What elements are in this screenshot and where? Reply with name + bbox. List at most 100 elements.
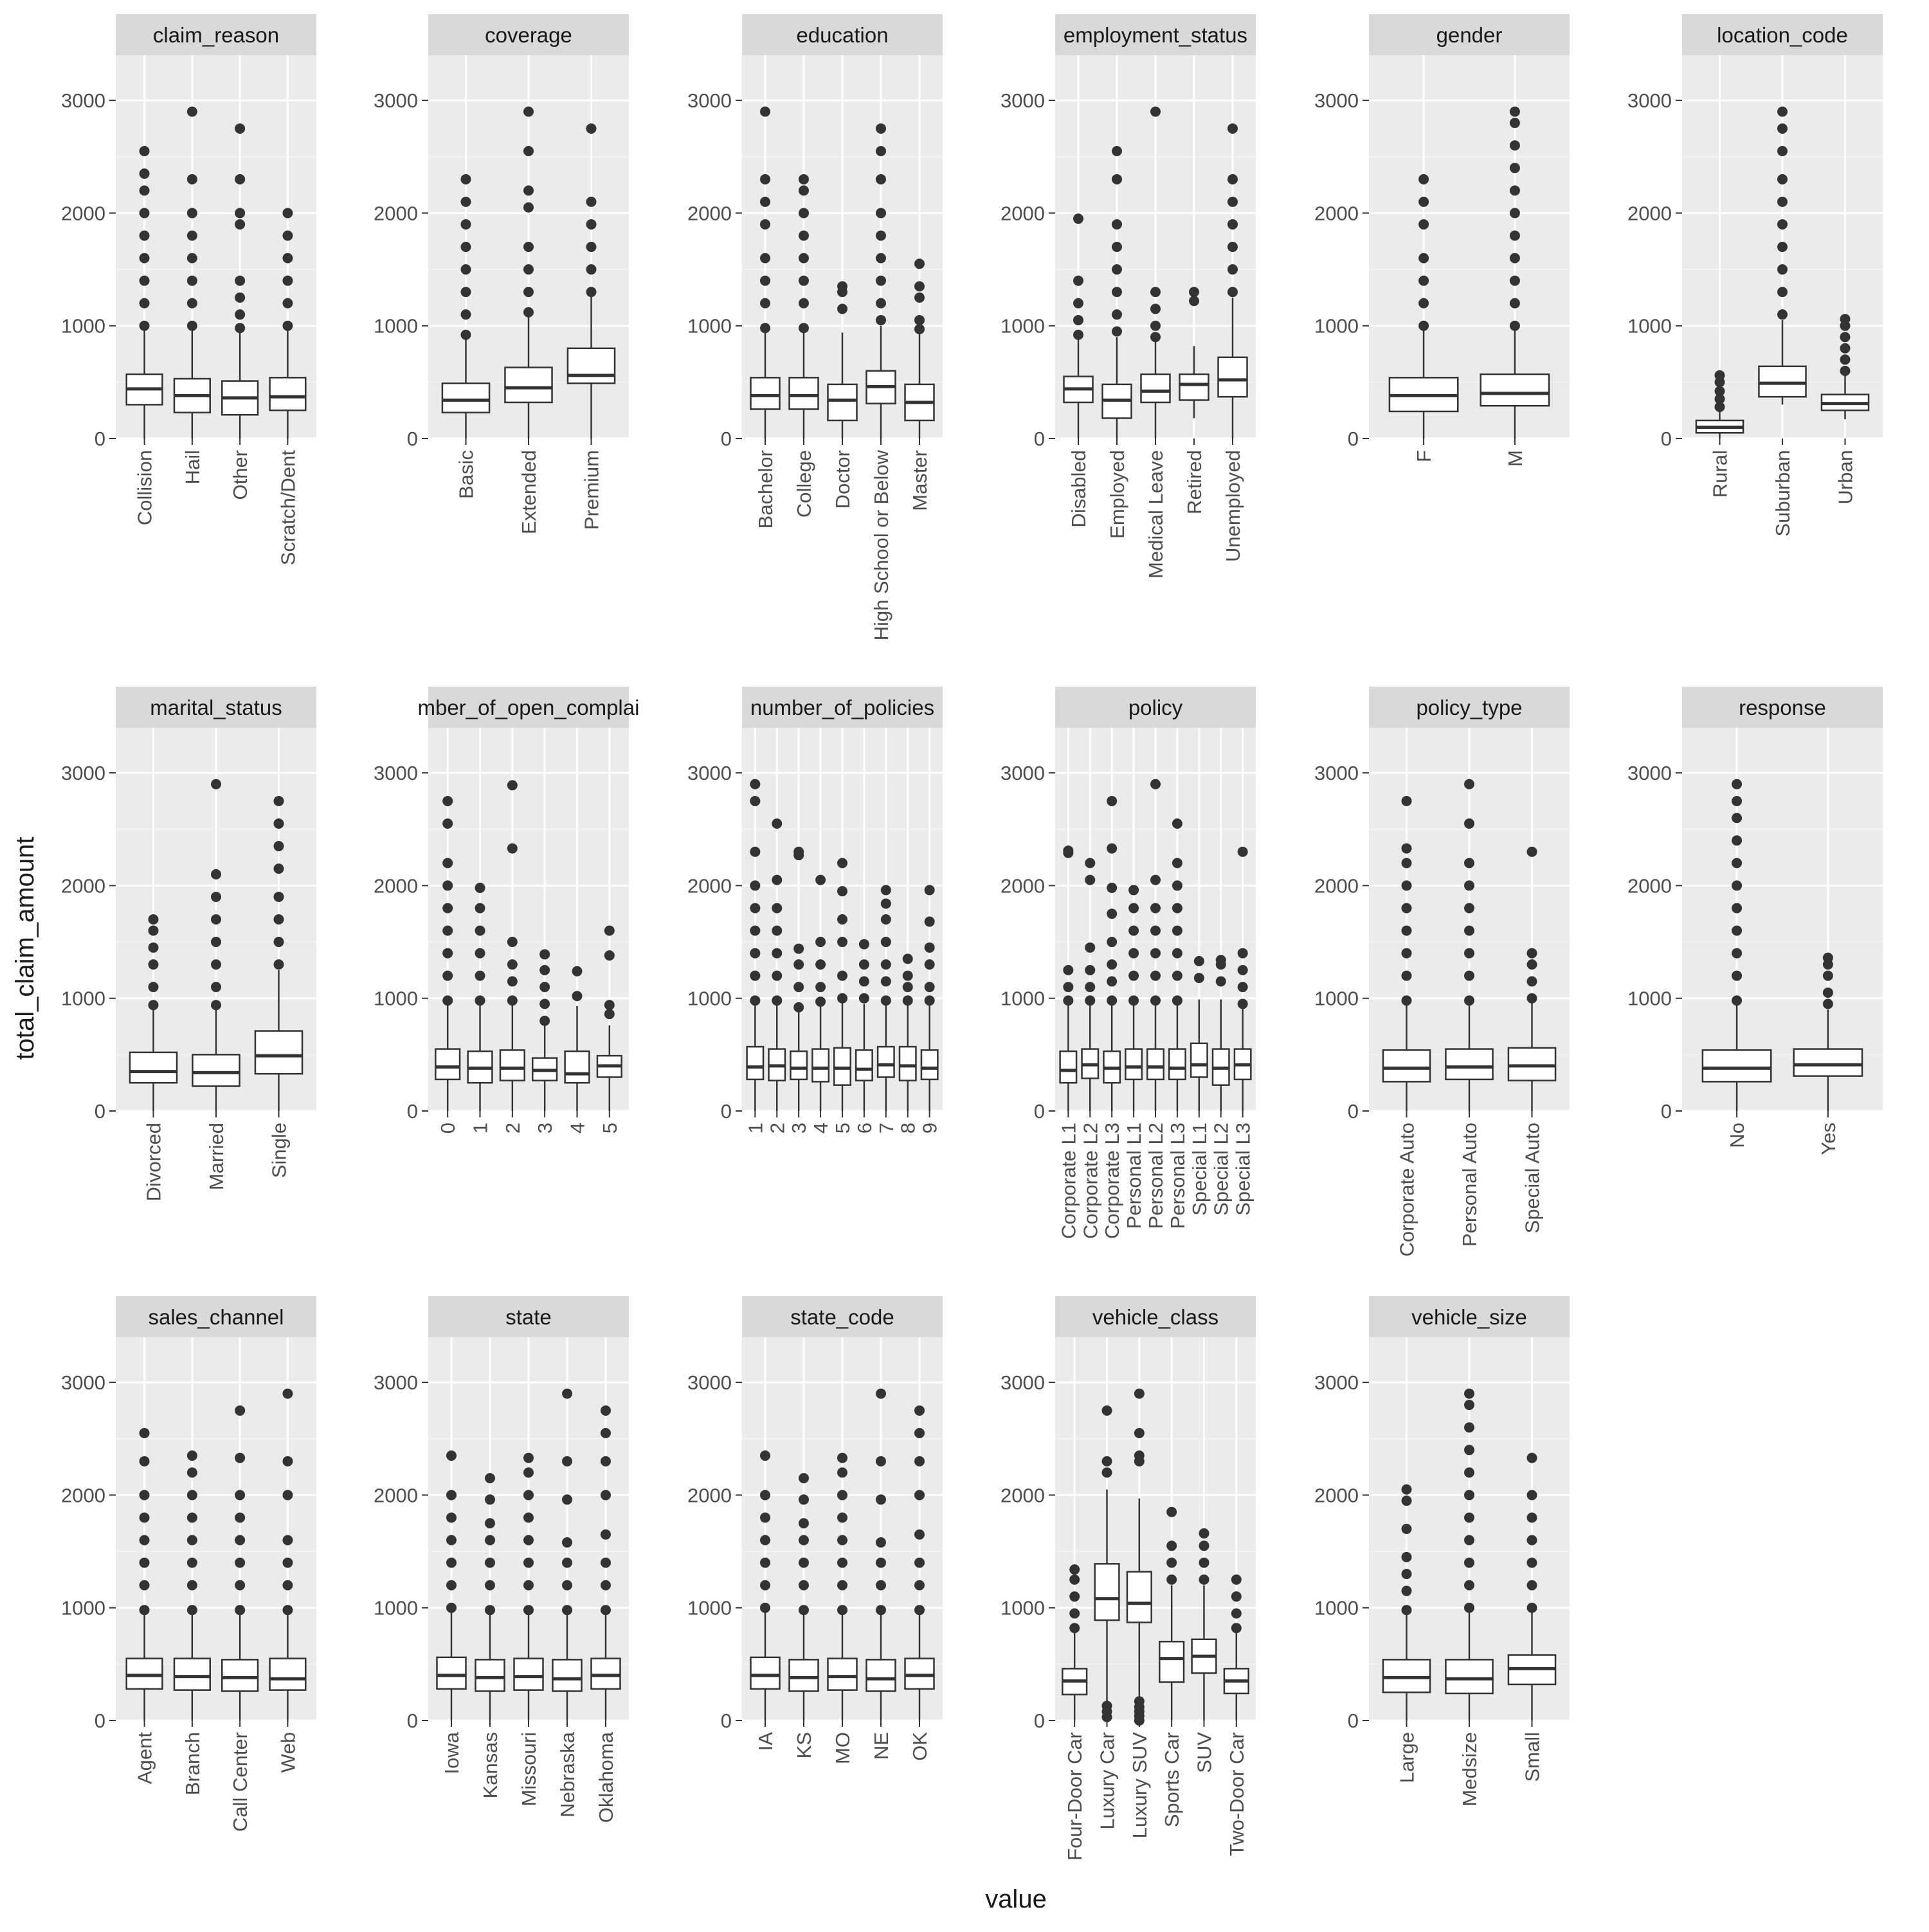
outlier-point	[139, 168, 150, 179]
facet-strip	[1682, 687, 1883, 728]
outlier-point	[1107, 908, 1118, 919]
outlier-point	[442, 995, 453, 1006]
y-tick-label: 3000	[374, 89, 418, 112]
outlier-point	[1085, 995, 1096, 1006]
outlier-point	[880, 898, 891, 909]
facet-title: claim_reason	[153, 23, 279, 47]
box	[811, 1048, 830, 1083]
x-tick-label: KS	[793, 1732, 815, 1758]
outlier-point	[799, 1557, 809, 1568]
outlier-point	[1464, 903, 1474, 914]
outlier-point	[282, 1535, 293, 1546]
outlier-point	[235, 1490, 246, 1501]
box	[876, 1045, 895, 1078]
outlier-point	[876, 314, 886, 325]
outlier-point	[235, 208, 246, 219]
outlier-point	[485, 1557, 495, 1568]
box	[1480, 373, 1550, 407]
outlier-point	[799, 1518, 809, 1529]
box	[1793, 1048, 1863, 1077]
outlier-point	[837, 886, 847, 897]
x-tick-label: Suburban	[1771, 450, 1794, 536]
outlier-point	[460, 174, 471, 185]
panel-background	[116, 1337, 316, 1720]
outlier-point	[1714, 393, 1725, 404]
x-tick-label: Doctor	[831, 450, 854, 509]
box	[898, 1045, 917, 1081]
outlier-point	[442, 795, 453, 806]
outlier-point	[1464, 1490, 1474, 1501]
outlier-point	[772, 818, 783, 829]
facet-gender: gender 0 1000 2000 3000 F M	[1314, 14, 1570, 467]
box-suburban	[1758, 106, 1807, 405]
outlier-point	[880, 914, 891, 925]
x-axis-title: value	[985, 1885, 1047, 1913]
outlier-point	[1418, 320, 1429, 331]
outlier-point	[186, 230, 197, 241]
x-tick-label: Special L1	[1188, 1123, 1211, 1216]
box-married	[192, 779, 240, 1111]
box	[750, 377, 781, 410]
box-sports-car	[1159, 1506, 1185, 1720]
outlier-point	[1509, 208, 1520, 219]
outlier-point	[799, 275, 809, 286]
outlier-point	[235, 123, 246, 134]
outlier-point	[1073, 329, 1083, 340]
outlier-point	[914, 314, 925, 325]
x-tick-label: Agent	[134, 1732, 156, 1784]
outlier-point	[914, 1405, 925, 1416]
outlier-point	[235, 323, 246, 334]
outlier-point	[235, 1605, 246, 1616]
outlier-point	[1128, 925, 1139, 936]
outlier-point	[772, 903, 783, 914]
x-tick-label: Hail	[181, 450, 204, 484]
y-axis-title: total_claim_amount	[11, 837, 39, 1060]
outlier-point	[924, 942, 935, 953]
outlier-point	[485, 1535, 495, 1546]
box-special-l2	[1211, 955, 1230, 1111]
box	[441, 382, 491, 413]
outlier-point	[1227, 287, 1238, 298]
y-tick-label: 0	[95, 1100, 105, 1123]
outlier-point	[1085, 964, 1096, 975]
outlier-point	[837, 1580, 847, 1591]
outlier-point	[1107, 959, 1118, 970]
outlier-point	[815, 874, 826, 885]
outlier-point	[211, 869, 221, 880]
facet-sales-channel: sales_channel 0 1000 2000 3000 Agent Branch Cal…	[61, 1296, 316, 1832]
outlier-point	[446, 1557, 457, 1568]
outlier-point	[1464, 1467, 1474, 1478]
y-tick-label: 3000	[1627, 762, 1672, 784]
outlier-point	[1401, 948, 1412, 959]
outlier-point	[1777, 309, 1788, 320]
outlier-point	[475, 948, 485, 959]
outlier-point	[760, 1580, 770, 1591]
outlier-point	[1227, 196, 1238, 207]
x-tick-label: Corporate Auto	[1396, 1123, 1418, 1257]
outlier-point	[586, 264, 597, 275]
outlier-point	[562, 1537, 572, 1548]
facet-strip	[1682, 14, 1883, 55]
x-tick-label: Other	[229, 450, 251, 500]
outlier-point	[1085, 874, 1096, 885]
panel-background	[1682, 728, 1883, 1111]
outlier-point	[858, 939, 869, 950]
outlier-point	[1101, 1701, 1112, 1711]
outlier-point	[1822, 952, 1833, 963]
x-tick-label: Urban	[1834, 450, 1857, 504]
facet-title: number_of_policies	[750, 696, 934, 719]
y-tick-label: 0	[1034, 1100, 1045, 1123]
outlier-point	[1199, 1540, 1209, 1551]
outlier-point	[750, 795, 761, 806]
outlier-point	[211, 914, 221, 925]
x-tick-label: Special Auto	[1521, 1123, 1544, 1233]
x-tick-label: Personal Auto	[1458, 1123, 1481, 1247]
outlier-point	[442, 925, 453, 936]
box	[1059, 1050, 1078, 1084]
outlier-point	[1063, 995, 1074, 1006]
outlier-point	[876, 298, 886, 309]
outlier-point	[601, 1428, 611, 1438]
outlier-point	[507, 976, 518, 987]
outlier-point	[902, 982, 913, 993]
box-ks	[788, 1473, 819, 1720]
